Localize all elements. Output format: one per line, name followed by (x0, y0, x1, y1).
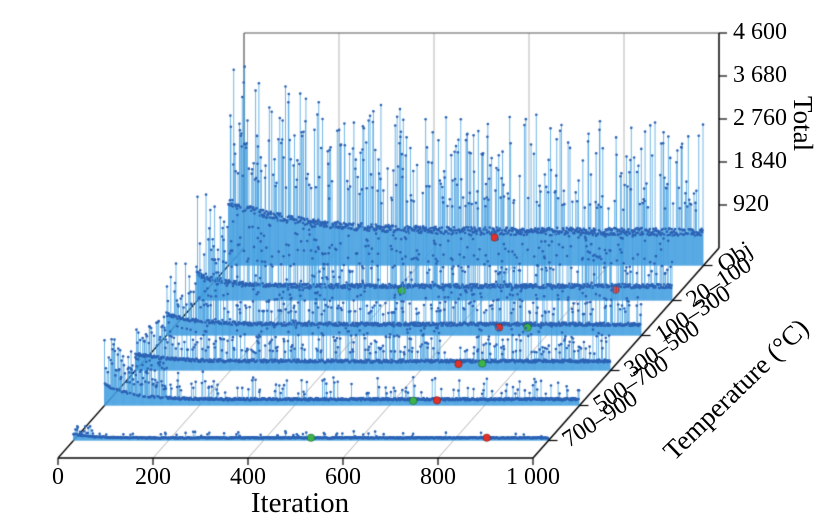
z-tick-label: 2 760 (733, 105, 787, 131)
z-tick-label: 4 600 (733, 19, 787, 45)
x-axis-title: Iteration (250, 487, 350, 519)
z-tick-label: 3 680 (733, 62, 787, 88)
x-tick-label: 1 000 (506, 464, 560, 490)
x-tick-label: 400 (230, 464, 266, 490)
x-tick-label: 200 (135, 464, 171, 490)
z-tick-label: 1 840 (733, 148, 787, 174)
z-tick-label: 920 (733, 191, 769, 217)
x-tick-label: 600 (325, 464, 361, 490)
z-axis-title: Total (788, 96, 818, 152)
x-tick-label: 0 (52, 464, 64, 490)
x-tick-label: 800 (420, 464, 456, 490)
